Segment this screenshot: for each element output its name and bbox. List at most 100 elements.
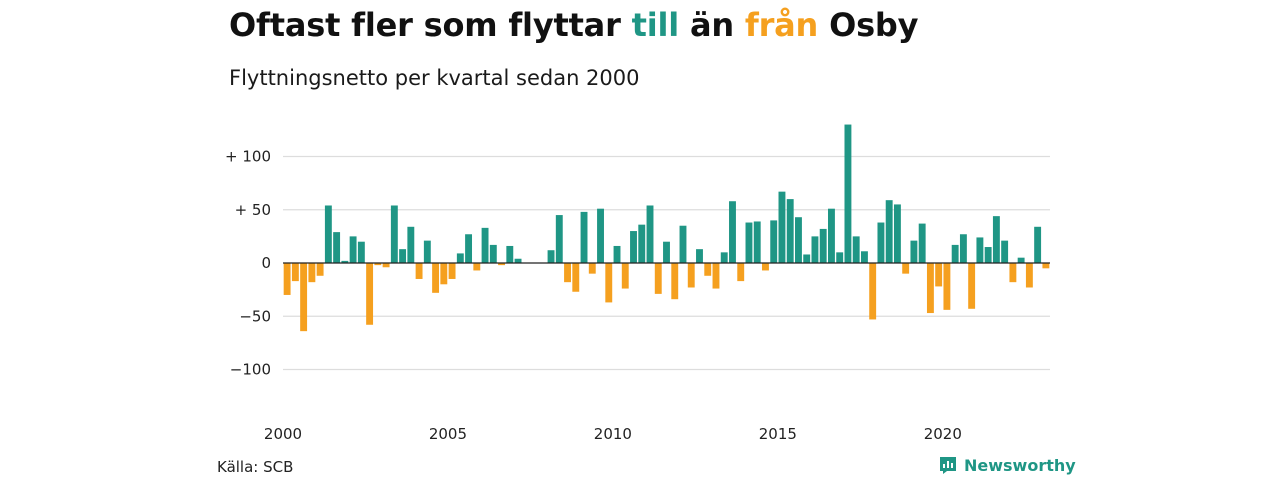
title-part-2: än <box>679 6 745 44</box>
y-axis: + 100 + 50 0 −50 −100 <box>225 148 271 379</box>
x-tick-label: 2020 <box>924 425 962 443</box>
title-till: till <box>631 6 680 44</box>
bar <box>844 124 852 263</box>
bar <box>646 205 654 263</box>
y-tick-label: + 50 <box>235 201 271 219</box>
bar <box>860 251 868 263</box>
bar <box>382 263 390 268</box>
bar <box>778 191 786 263</box>
bar <box>819 228 827 263</box>
bar <box>959 234 967 263</box>
bar <box>836 252 844 263</box>
bar <box>663 241 670 263</box>
bar <box>440 263 448 285</box>
bar <box>869 263 877 320</box>
bar <box>333 232 341 263</box>
title-part-3: Osby <box>818 6 919 44</box>
bar <box>390 205 398 263</box>
bar <box>712 263 720 289</box>
bar <box>465 234 473 263</box>
bar <box>704 263 712 276</box>
bar <box>349 236 357 264</box>
bar <box>423 240 431 263</box>
bar <box>572 263 580 292</box>
y-tick-label: −100 <box>230 361 271 379</box>
bar <box>407 226 415 263</box>
bar <box>308 263 316 283</box>
bar <box>811 236 819 264</box>
bar <box>473 263 481 271</box>
chart-subtitle: Flyttningsnetto per kvartal sedan 2000 <box>229 66 640 90</box>
bar <box>968 263 976 309</box>
bar <box>918 223 926 263</box>
bar <box>580 211 588 263</box>
bar <box>415 263 423 279</box>
bar <box>737 263 745 282</box>
bar <box>547 250 555 263</box>
bar <box>943 263 951 310</box>
bar <box>291 263 299 282</box>
bar <box>588 263 596 274</box>
bar <box>456 253 464 263</box>
newsworthy-logo-icon <box>940 457 956 474</box>
bar <box>1017 257 1025 263</box>
bar <box>630 231 637 263</box>
x-axis: 2000 2005 2010 2015 2020 <box>264 425 962 443</box>
bar <box>1001 240 1009 263</box>
bar <box>803 254 811 263</box>
bar <box>506 245 514 263</box>
bar <box>753 221 761 263</box>
x-tick-label: 2010 <box>594 425 632 443</box>
bar <box>613 245 621 263</box>
bar <box>316 263 324 276</box>
bar <box>795 217 802 263</box>
x-tick-label: 2000 <box>264 425 302 443</box>
bar <box>605 263 613 303</box>
bar <box>828 208 835 263</box>
bar <box>696 249 703 263</box>
bar <box>1009 263 1017 283</box>
bar <box>926 263 934 314</box>
bar <box>885 200 893 263</box>
bars <box>283 124 1050 332</box>
bar <box>498 263 505 266</box>
chart-title: Oftast fler som flyttar till än från Osb… <box>229 6 919 44</box>
bar-chart: + 100 + 50 0 −50 −100 2000 2005 2010 2015 2020 <box>225 124 1050 443</box>
bar <box>300 263 308 332</box>
bar <box>366 263 374 325</box>
bar <box>671 263 679 300</box>
bar <box>324 205 332 263</box>
bar <box>877 222 885 263</box>
bar <box>432 263 440 293</box>
bar <box>893 204 901 263</box>
x-tick-label: 2015 <box>759 425 797 443</box>
bar <box>679 225 687 263</box>
bar <box>489 244 497 264</box>
bar <box>852 236 860 264</box>
bar <box>902 263 910 274</box>
brand-name: Newsworthy <box>964 455 1076 475</box>
bar <box>729 201 736 263</box>
bar <box>935 263 943 287</box>
brand-logo: Newsworthy <box>938 455 1076 475</box>
bar <box>374 263 382 266</box>
bar <box>514 258 522 263</box>
bar <box>357 241 365 263</box>
bar <box>481 227 489 263</box>
bar <box>597 208 604 263</box>
bar <box>399 249 407 263</box>
source-label: Källa: SCB <box>217 458 294 476</box>
bar <box>1042 263 1050 269</box>
bar <box>910 240 918 263</box>
x-tick-label: 2005 <box>429 425 467 443</box>
bar <box>786 199 794 263</box>
bar <box>555 215 563 263</box>
bar <box>283 263 291 295</box>
title-part-1: Oftast fler som flyttar <box>229 6 632 44</box>
bar <box>951 244 959 264</box>
bar <box>564 263 571 283</box>
bar <box>687 263 695 288</box>
bar <box>638 224 646 263</box>
bar <box>762 263 769 271</box>
grid-lines <box>283 155 1050 371</box>
